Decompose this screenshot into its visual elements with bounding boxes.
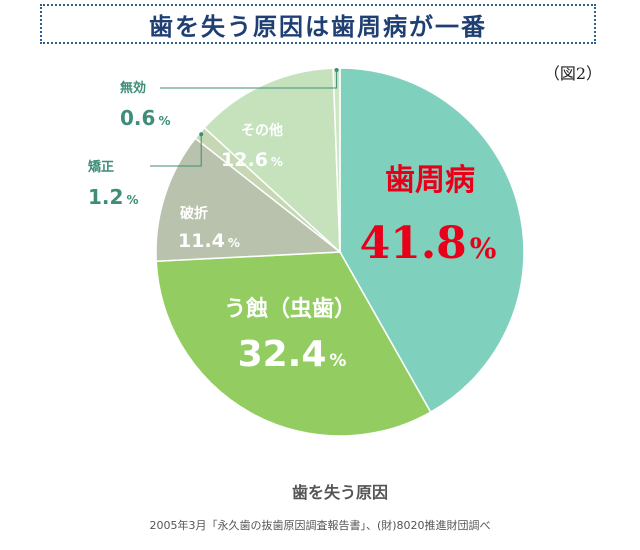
slice-label-3: 破折 [180, 205, 208, 222]
slice-1 [339, 67, 525, 414]
source-note: 2005年3月「永久歯の抜歯原因調査報告書」、(財)8020推進財団調べ [149, 519, 491, 532]
page-title: 歯を失う原因は歯周病が一番 [149, 11, 487, 41]
slice-value-5: 12.6% [221, 149, 283, 171]
slice-value-3: 11.4% [178, 230, 240, 252]
slice-value-4: 1.2% [88, 185, 138, 209]
leader-dot-6 [334, 68, 339, 72]
slice-label-5: その他 [241, 122, 283, 139]
slice-3 [155, 137, 343, 263]
slice-label-group-1: 歯周病 41.8% [360, 163, 497, 269]
slice-5 [203, 67, 341, 254]
slice-label-6: 無効 [120, 80, 146, 96]
slice-label-group-6: 無効 0.6% [120, 68, 339, 130]
pie-slices [155, 67, 525, 437]
slice-label-group-5: その他 12.6% [221, 122, 283, 171]
slice-label-1: 歯周病 [385, 163, 475, 198]
leader-dot-4 [199, 132, 204, 137]
slice-value-6: 0.6% [120, 106, 170, 130]
slice-label-2: う蝕（虫歯） [224, 296, 356, 322]
figure-label: （図2） [543, 64, 602, 83]
slice-value-1: 41.8% [360, 218, 497, 269]
slice-label-group-2: う蝕（虫歯） 32.4% [224, 296, 356, 375]
slice-label-4: 矯正 [88, 159, 114, 175]
leader-line-4 [150, 134, 202, 167]
chart-caption: 歯を失う原因 [292, 483, 388, 502]
slice-label-group-3: 破折 11.4% [178, 205, 240, 252]
slice-label-group-4: 矯正 1.2% [88, 132, 204, 209]
title-box: 歯を失う原因は歯周病が一番 [40, 4, 596, 44]
slice-2 [155, 251, 432, 437]
leader-line-6 [160, 70, 338, 89]
pie-labels: 歯周病 41.8 % う蝕（虫歯） 32.4 % 破折 11.4 % 矯正 1.2 % その他 12.6%… [88, 68, 496, 375]
slice-value-2: 32.4% [238, 334, 347, 375]
